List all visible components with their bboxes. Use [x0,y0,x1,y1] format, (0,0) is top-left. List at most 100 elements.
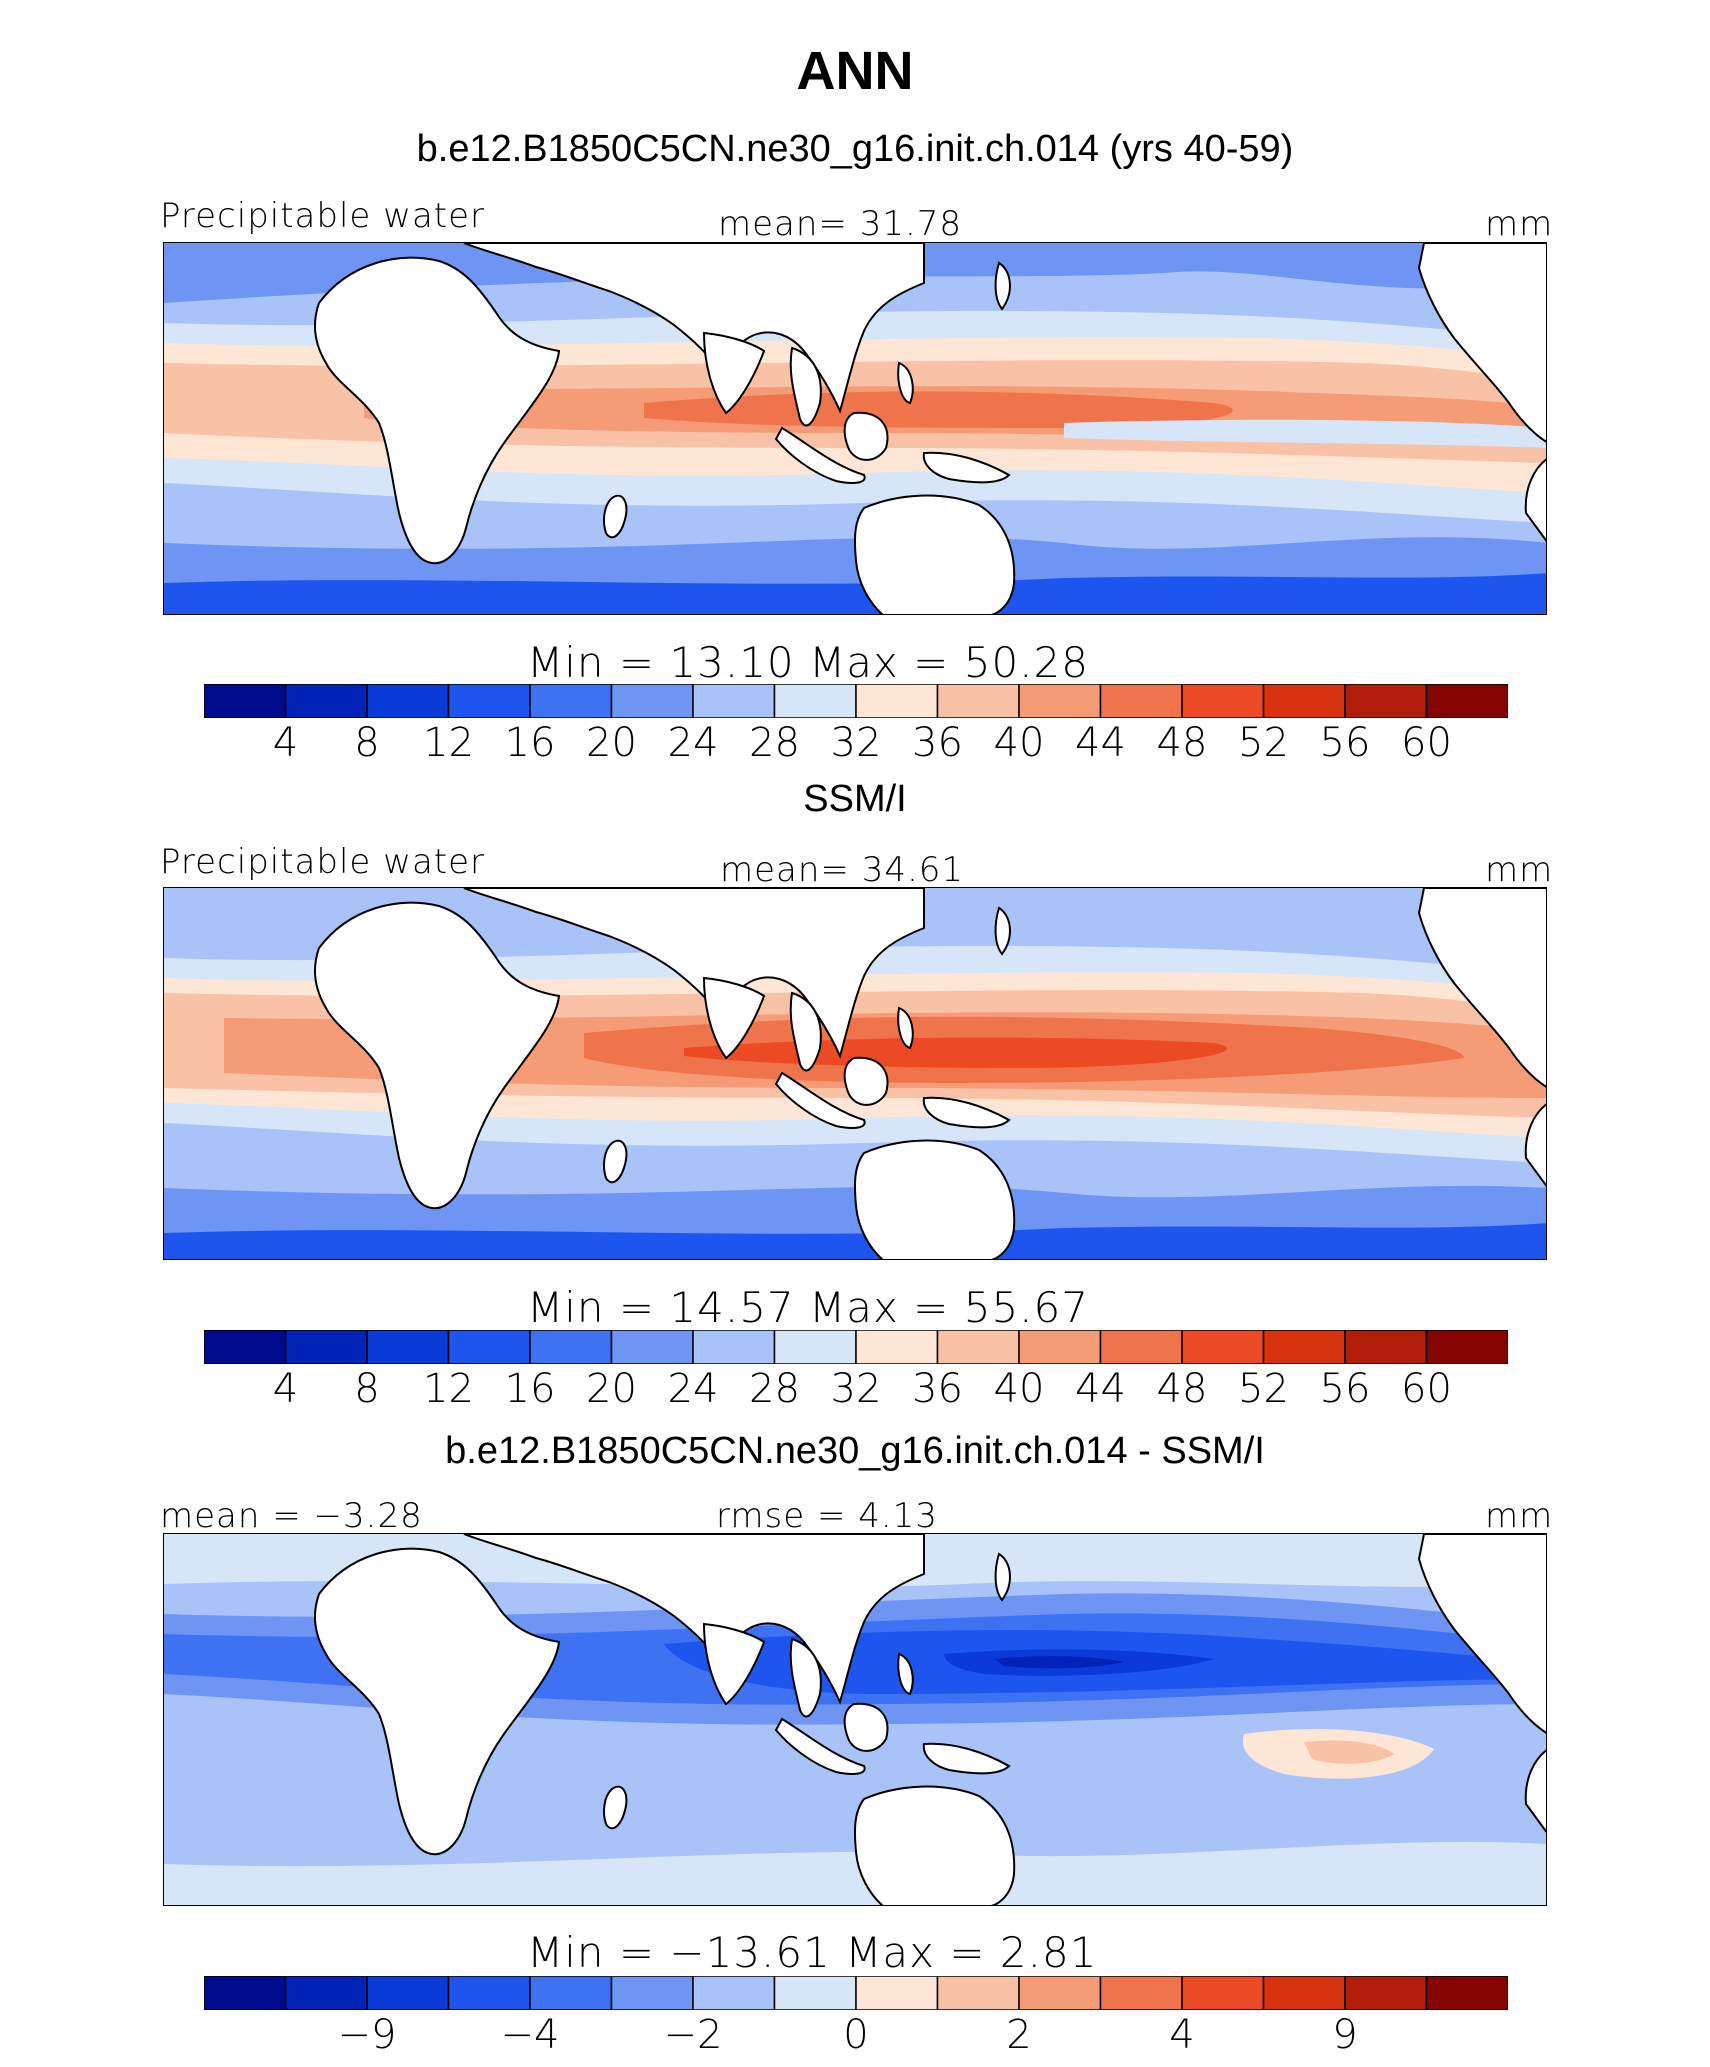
colorbar-box [1181,1975,1265,2011]
colorbar-box [610,1975,694,2011]
colorbar-tick-label: 24 [667,720,719,766]
land-mass [702,331,766,415]
colorbar-tick-label: 60 [1401,720,1452,766]
land-mass [897,1652,914,1696]
colorbar-tick-label: 44 [1075,720,1126,766]
colorbar-box [529,1329,613,1365]
panel-2-colorbar-boxes [203,1329,1509,1365]
panel-3-min-max: Min = −13.61 Max = 2.81 [527,1928,1098,1977]
colorbar-box [1181,683,1265,719]
colorbar-box [1425,1975,1509,2011]
land-mass [994,1552,1011,1602]
colorbar-box [366,1975,450,2011]
colorbar-tick-label: 48 [1156,1366,1208,1412]
colorbar-tick-label: 44 [1075,1366,1126,1412]
panel-3-colorbar [203,1975,1509,2011]
colorbar-tick-label: 4 [272,720,299,766]
colorbar-tick-label: 4 [1169,2012,1195,2058]
contour-band [644,391,1233,428]
land-mass [1524,1749,1546,1833]
panel-1-title: b.e12.B1850C5CN.ne30_g16.init.ch.014 (yr… [416,128,1294,170]
colorbar-tick-label: −9 [337,2012,397,2058]
land-mass [314,1547,561,1856]
colorbar-box [610,1329,694,1365]
colorbar-tick-label: 48 [1156,720,1208,766]
land-mass [702,1622,766,1706]
land-mass [1524,458,1546,542]
panel-1-map [163,242,1547,615]
colorbar-box [1425,1329,1509,1365]
land-mass [789,346,822,427]
land-mass [702,976,766,1060]
colorbar-box [1018,1329,1102,1365]
panel-2-map [163,887,1547,1260]
colorbar-box [529,683,613,719]
land-mass [922,1742,1011,1775]
contour-band [164,573,1546,614]
colorbar-box [284,683,368,719]
colorbar-box [284,1975,368,2011]
colorbar-box [1018,1975,1102,2011]
colorbar-tick-label: 40 [993,720,1045,766]
colorbar-tick-label: 56 [1319,1366,1371,1412]
colorbar-box [936,1975,1020,2011]
land-mass [843,1702,889,1752]
colorbar-box [1099,1975,1183,2011]
colorbar-box [773,1329,857,1365]
colorbar-box [692,1329,776,1365]
land-mass [854,1785,1016,1905]
colorbar-box [692,683,776,719]
panel-1-colorbar [203,683,1509,719]
panel-1-min-max: Min = 13.10 Max = 50.28 [527,638,1089,687]
colorbar-box [1181,1329,1265,1365]
colorbar-box [855,1329,939,1365]
land-mass [854,1139,1016,1259]
land-mass [774,1071,866,1129]
panel-2-field [164,888,1546,1259]
colorbar-box [366,683,450,719]
colorbar-box [447,1975,531,2011]
colorbar-box [855,1975,939,2011]
panel-2-title: SSM/I [803,778,907,820]
land-mass [603,1139,628,1184]
colorbar-box [203,683,287,719]
panel-1-units-label: mm [1485,204,1554,244]
panel-3-rmse-label: rmse = 4.13 [716,1496,938,1536]
panel-2-min-max: Min = 14.57 Max = 55.67 [527,1283,1089,1332]
colorbar-tick-label: 20 [586,720,637,766]
colorbar-tick-label: 16 [504,720,556,766]
colorbar-box [936,683,1020,719]
panel-1-field [164,243,1546,614]
colorbar-tick-label: 36 [912,720,963,766]
colorbar-tick-label: −4 [500,2012,560,2058]
panel-1-colorbar-boxes [203,683,1509,719]
colorbar-box [773,1975,857,2011]
land-mass [897,361,914,405]
land-mass [789,1637,822,1718]
colorbar-tick-label: 2 [1006,2012,1032,2058]
contour-band [994,1656,1124,1669]
colorbar-box [1344,1975,1428,2011]
colorbar-tick-label: 52 [1238,1366,1289,1412]
contour-band [164,1841,1546,1905]
colorbar-tick-label: 32 [830,1366,882,1412]
colorbar-tick-label: 9 [1332,2012,1358,2058]
colorbar-box [366,1329,450,1365]
colorbar-box [855,683,939,719]
colorbar-box [1018,683,1102,719]
panel-3-units-label: mm [1485,1496,1554,1536]
colorbar-box [692,1975,776,2011]
panel-3-field [164,1534,1546,1905]
colorbar-tick-label: 0 [843,2012,869,2058]
land-mass [843,411,889,461]
colorbar-tick-label: 20 [586,1366,637,1412]
land-mass [774,1717,866,1775]
colorbar-tick-label: 28 [749,720,800,766]
colorbar-box [203,1975,287,2011]
land-mass [1524,1103,1546,1187]
colorbar-box [610,683,694,719]
panel-3-map [163,1533,1547,1906]
panel-3-mean-label: mean = −3.28 [160,1496,423,1536]
land-mass [994,906,1011,956]
colorbar-box [447,1329,531,1365]
